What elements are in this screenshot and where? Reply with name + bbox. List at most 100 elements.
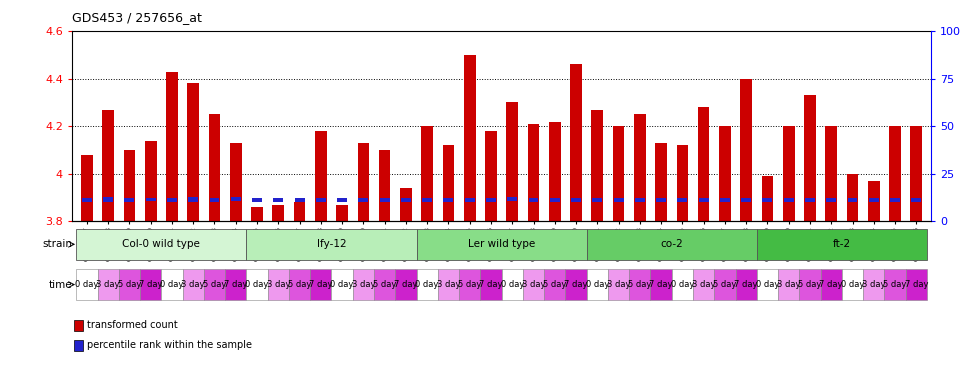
Bar <box>528 124 540 221</box>
Text: 7 day: 7 day <box>309 280 332 289</box>
Text: 0 day: 0 day <box>500 280 524 289</box>
Bar <box>587 229 756 260</box>
Bar <box>544 269 565 300</box>
Text: percentile rank within the sample: percentile rank within the sample <box>87 340 252 350</box>
Bar <box>226 269 247 300</box>
Text: 3 day: 3 day <box>437 280 460 289</box>
Bar <box>529 198 539 202</box>
Bar <box>656 143 667 221</box>
Bar <box>146 198 156 201</box>
Bar <box>145 141 156 221</box>
Bar <box>863 269 884 300</box>
Bar <box>826 126 837 221</box>
Text: 3 day: 3 day <box>267 280 290 289</box>
Text: 7 day: 7 day <box>564 280 588 289</box>
Bar <box>735 269 756 300</box>
Bar <box>571 198 581 202</box>
Bar <box>884 269 905 300</box>
Bar <box>693 269 714 300</box>
Text: 5 day: 5 day <box>543 280 566 289</box>
Bar <box>464 55 475 221</box>
Bar <box>161 269 182 300</box>
Bar <box>800 269 821 300</box>
Text: 5 day: 5 day <box>883 280 907 289</box>
Text: 0 day: 0 day <box>160 280 183 289</box>
Text: co-2: co-2 <box>660 239 684 249</box>
Bar <box>550 198 560 202</box>
Text: 7 day: 7 day <box>479 280 503 289</box>
Bar <box>570 64 582 221</box>
Bar <box>337 198 348 202</box>
Bar <box>741 198 751 202</box>
Text: strain: strain <box>42 239 72 249</box>
Text: lfy-12: lfy-12 <box>317 239 347 249</box>
Bar <box>167 198 177 202</box>
Text: 5 day: 5 day <box>288 280 311 289</box>
Text: 0 day: 0 day <box>841 280 864 289</box>
Bar <box>465 198 474 202</box>
Bar <box>783 198 794 202</box>
Bar <box>358 198 369 202</box>
Bar <box>720 198 730 202</box>
Text: time: time <box>49 280 72 290</box>
Bar <box>75 340 84 351</box>
Text: 7 day: 7 day <box>395 280 418 289</box>
Bar <box>890 198 900 202</box>
Bar <box>274 198 283 202</box>
Bar <box>229 143 242 221</box>
Text: 7 day: 7 day <box>224 280 248 289</box>
Text: 5 day: 5 day <box>799 280 822 289</box>
Bar <box>124 150 135 221</box>
Bar <box>76 229 247 260</box>
Bar <box>911 198 922 202</box>
Bar <box>421 126 433 221</box>
Bar <box>103 197 113 202</box>
Text: 3 day: 3 day <box>96 280 120 289</box>
Text: 3 day: 3 day <box>692 280 715 289</box>
Bar <box>316 198 325 202</box>
Text: 5 day: 5 day <box>458 280 481 289</box>
Bar <box>357 143 370 221</box>
Bar <box>289 269 310 300</box>
Text: 0 day: 0 day <box>671 280 694 289</box>
Bar <box>905 269 927 300</box>
Text: 7 day: 7 day <box>734 280 758 289</box>
Text: 5 day: 5 day <box>372 280 396 289</box>
Bar <box>506 102 518 221</box>
Bar <box>782 126 795 221</box>
Bar <box>379 198 390 202</box>
Bar <box>187 83 199 221</box>
Text: Ler wild type: Ler wild type <box>468 239 536 249</box>
Bar <box>140 269 161 300</box>
Bar <box>444 198 453 202</box>
Bar <box>889 126 900 221</box>
Text: 0 day: 0 day <box>416 280 439 289</box>
Text: 0 day: 0 day <box>246 280 269 289</box>
Bar <box>756 269 778 300</box>
Bar <box>842 269 863 300</box>
Bar <box>761 176 774 221</box>
Text: 0 day: 0 day <box>756 280 780 289</box>
Bar <box>565 269 587 300</box>
Bar <box>209 198 220 202</box>
Bar <box>869 198 878 202</box>
Bar <box>75 321 84 332</box>
Bar <box>208 114 221 221</box>
Text: 3 day: 3 day <box>351 280 375 289</box>
Text: 7 day: 7 day <box>904 280 928 289</box>
Bar <box>587 269 608 300</box>
Bar <box>310 269 331 300</box>
Bar <box>103 109 114 221</box>
Bar <box>417 229 587 260</box>
Bar <box>443 145 454 221</box>
Text: 0 day: 0 day <box>586 280 609 289</box>
Bar <box>98 269 119 300</box>
Text: 3 day: 3 day <box>607 280 631 289</box>
Bar <box>273 205 284 221</box>
Text: 7 day: 7 day <box>820 280 843 289</box>
Bar <box>804 95 816 221</box>
Text: 3 day: 3 day <box>777 280 801 289</box>
Text: 3 day: 3 day <box>862 280 885 289</box>
Bar <box>827 198 836 202</box>
Bar <box>204 269 226 300</box>
